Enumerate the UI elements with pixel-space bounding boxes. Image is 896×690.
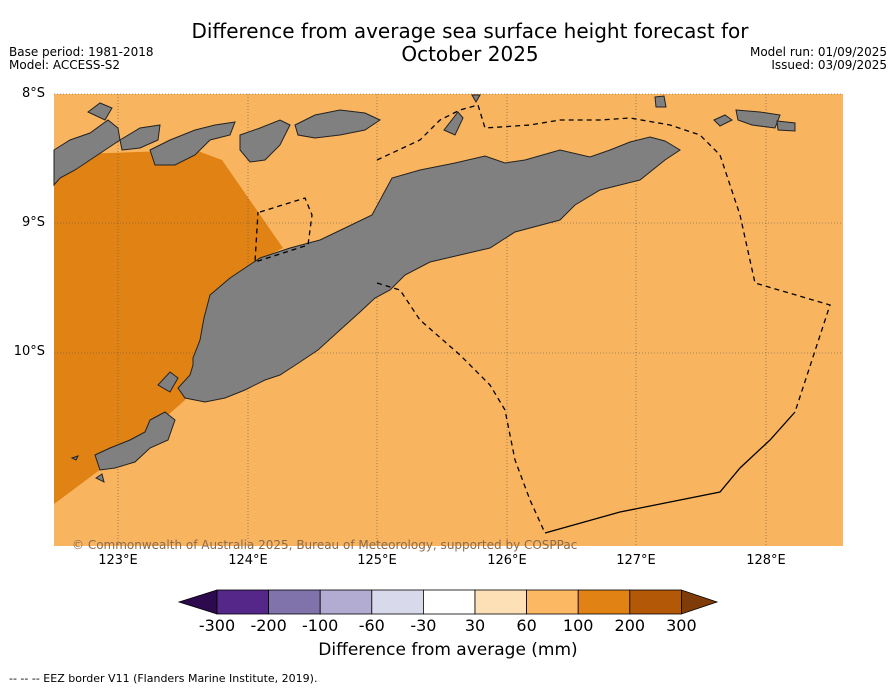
colorbar-tick-label: 100 [562,616,594,635]
colorbar-tick-label: -300 [198,616,236,635]
copyright-text: © Commonwealth of Australia 2025, Bureau… [72,538,578,552]
lat-label-8s: 8°S [21,86,45,101]
colorbar-tick-label: -30 [410,616,437,635]
eez-footnote: -- -- -- EEZ border V11 (Flanders Marine… [9,672,318,685]
small-island-1 [157,371,179,393]
small-island-5 [654,95,667,108]
colorbar-tick-label: 200 [614,616,646,635]
colorbar-tick-label: -60 [358,616,385,635]
colorbar-tick-label: 60 [516,616,537,635]
title-line-1: Difference from average sea surface heig… [191,19,749,43]
lon-label-127e: 127°E [616,553,656,568]
leti-island [713,114,733,127]
lembata-island [119,124,161,151]
lon-label-124e: 124°E [228,553,268,568]
colorbar-tick-label: -200 [250,616,287,635]
eez-border-solid [544,411,796,534]
map-title: Difference from average sea surface heig… [160,20,780,66]
small-island-2 [95,473,105,483]
meta-right: Model run: 01/09/2025 Issued: 03/09/2025 [750,46,887,72]
lon-label-126e: 126°E [487,553,527,568]
colorbar-label: Difference from average (mm) [318,640,578,660]
lon-label-123e: 123°E [98,553,138,568]
colorbar-tick-label: 300 [666,616,697,635]
lon-label-125e: 125°E [357,553,397,568]
rote-island [94,411,176,471]
colorbar-tick-label: -100 [302,616,339,635]
issued-date: Issued: 03/09/2025 [771,58,887,72]
eez-border-north [376,104,831,413]
atauro-island [294,109,382,139]
land [53,94,796,483]
pantar-island [149,121,236,166]
wetar-west [87,102,113,121]
title-line-2: October 2025 [401,42,539,66]
lakor-island [776,120,796,132]
lon-label-128e: 128°E [746,553,786,568]
flores-island [53,119,121,187]
lat-label-9s: 9°S [21,215,45,230]
wetar-island [443,111,464,136]
meta-left: Base period: 1981-2018 Model: ACCESS-S2 [9,46,154,72]
small-island-3 [70,455,79,461]
moa-island [735,109,781,129]
base-period: Base period: 1981-2018 [9,45,154,59]
small-island-4 [471,94,481,104]
colorbar-tick-label: 30 [464,616,486,635]
eez-border-south [376,282,546,534]
timor-island [177,136,681,403]
eez-border [254,104,831,534]
eez-border-enclave [254,197,313,263]
model-run: Model run: 01/09/2025 [749,45,887,59]
lat-label-10s: 10°S [13,344,45,359]
alor-island [239,119,291,163]
model-name: Model: ACCESS-S2 [9,58,121,72]
anomaly-region-100-200 [54,150,283,504]
